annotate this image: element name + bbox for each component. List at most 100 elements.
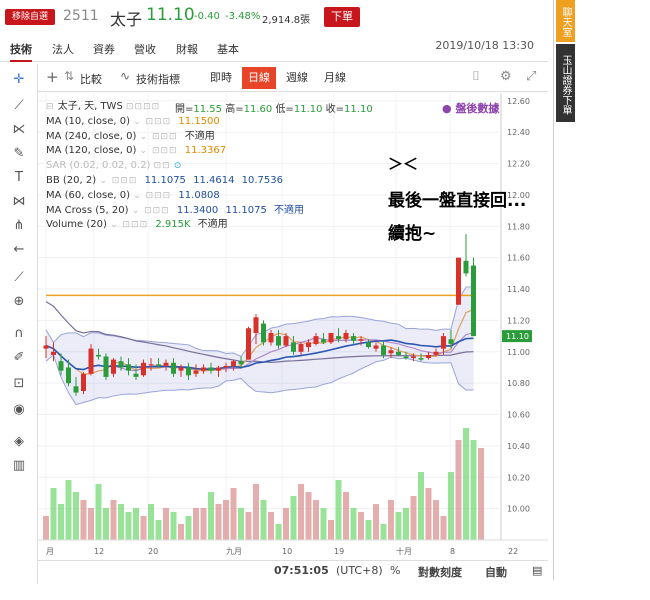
chart-menu-icon[interactable]: ▤ (532, 564, 543, 577)
indicators-button[interactable]: 技術指標 (136, 73, 180, 86)
legend-row-ma120[interactable]: MA (120, close, 0) ⌄ ⊡⊡⊡ 11.3367 (46, 144, 304, 159)
legend-controls-icon[interactable]: ⊡⊡⊡⊡ (125, 102, 161, 112)
candle-body (51, 351, 56, 355)
clock: 07:51:05 (274, 564, 329, 577)
x-tick-label: 月 (46, 547, 54, 556)
legend-name: MA (60, close, 0) (46, 189, 131, 201)
candle-body (441, 336, 446, 349)
x-tick-label: 22 (508, 547, 518, 556)
volume-bar (103, 508, 109, 540)
candle-body (186, 367, 191, 376)
legend-controls-icon[interactable]: ⌄ ⊡⊡⊡ (139, 146, 178, 157)
brush-icon[interactable]: ✎ (13, 146, 25, 161)
auto-scale-toggle[interactable]: 自動 (485, 566, 507, 579)
fork-icon[interactable]: ⋔ (13, 218, 25, 233)
candle-body (396, 351, 401, 355)
volume-bar (65, 480, 72, 540)
after-hours-label[interactable]: ● 盤後數據 (442, 102, 500, 115)
camera-icon[interactable]: ⌷ (472, 69, 480, 84)
order-button[interactable]: 下單 (324, 7, 360, 27)
volume-bar (320, 508, 327, 540)
legend-row-ma10[interactable]: MA (10, close, 0) ⌄ ⊡⊡⊡ 11.1500 (46, 115, 304, 130)
period-daily[interactable]: 日線 (242, 67, 276, 89)
lock-icon[interactable]: ⊡ (13, 376, 25, 391)
legend-row-ma60[interactable]: MA (60, close, 0) ⌄ ⊡⊡⊡ 11.0808 (46, 189, 304, 204)
back-arrow-icon[interactable]: ← (13, 242, 25, 257)
tab-basic[interactable]: 基本 (217, 43, 239, 56)
period-realtime[interactable]: 即時 (210, 71, 232, 84)
legend-row-sar[interactable]: SAR (0.02, 0.02, 0.2) ⊡⊡ ⊙ (46, 159, 304, 174)
text-tool-icon[interactable]: T (15, 170, 23, 185)
candle-body (133, 373, 139, 377)
y-tick-label: 12.20 (507, 160, 530, 169)
volume-bar (73, 492, 79, 540)
volume-bar (253, 484, 259, 540)
legend-row-bb[interactable]: BB (20, 2) ⌄ ⊡⊡⊡ 11.1075 11.4614 10.7536 (46, 174, 304, 189)
volume-bar (155, 520, 162, 540)
volume-bar (133, 508, 139, 540)
timezone[interactable]: (UTC+8) (336, 564, 383, 577)
legend-toggle-icon[interactable]: ⊟ (46, 102, 55, 112)
legend-value: 11.0808 (178, 189, 220, 201)
tab-financials[interactable]: 財報 (176, 43, 198, 56)
volume-bar (95, 484, 102, 540)
log-scale-toggle[interactable]: 對數刻度 (418, 566, 462, 579)
pattern-icon[interactable]: ⋈ (12, 194, 26, 209)
fib-icon[interactable]: ⋉ (12, 122, 26, 137)
tab-margin[interactable]: 資券 (93, 43, 115, 56)
candle-body (118, 361, 124, 368)
remove-watchlist-button[interactable]: 移除自選 (5, 9, 55, 25)
y-tick-label: 12.40 (507, 128, 530, 137)
eye-icon[interactable]: ◉ (13, 402, 25, 417)
pencil-lock-icon[interactable]: ✐ (13, 350, 25, 365)
compare-icon[interactable]: ⇅ (64, 69, 75, 83)
tab-technical[interactable]: 技術 (10, 41, 32, 62)
legend-row-macross[interactable]: MA Cross (5, 20) ⌄ ⊡⊡⊡ 11.3400 11.1075 不… (46, 204, 304, 219)
legend-controls-icon[interactable]: ⌄ ⊡⊡⊡ (131, 205, 170, 216)
candle-body (291, 342, 296, 352)
volume-bar (245, 512, 252, 540)
visibility-icon[interactable]: ⊙ (173, 161, 183, 172)
ohlc-low: 11.10 (293, 104, 323, 115)
volume-bar (470, 440, 477, 540)
layers-icon[interactable]: ◈ (14, 434, 24, 449)
trendline-icon[interactable]: ⟋ (14, 98, 24, 113)
period-weekly[interactable]: 週線 (286, 71, 308, 84)
trash-icon[interactable]: ▥ (12, 458, 26, 473)
tab-revenue[interactable]: 營收 (134, 43, 156, 56)
legend-controls-icon[interactable]: ⌄ ⊡⊡⊡ (133, 116, 172, 127)
legend-controls-icon[interactable]: ⌄ ⊡⊡⊡ (110, 220, 149, 231)
current-price-tag (502, 330, 532, 343)
add-symbol-icon[interactable]: + (46, 68, 59, 86)
fullscreen-icon[interactable]: ⤢ (526, 69, 537, 84)
crosshair-icon[interactable]: ✛ (13, 72, 25, 87)
legend-controls-icon[interactable]: ⊡⊡ (153, 161, 171, 172)
magnet-icon[interactable]: ∩ (14, 326, 24, 341)
candle-body (66, 367, 71, 384)
legend-value: 不適用 (184, 130, 215, 142)
zoom-in-icon[interactable]: ⊕ (13, 294, 25, 309)
tab-institutional[interactable]: 法人 (52, 43, 74, 56)
candle-body (351, 336, 356, 341)
volume-bar (125, 512, 132, 540)
legend-controls-icon[interactable]: ⌄ ⊡⊡⊡ (133, 190, 172, 201)
compare-button[interactable]: 比較 (80, 73, 102, 86)
period-monthly[interactable]: 月線 (324, 71, 346, 84)
price-chart[interactable]: 12.60 12.40 12.20 12.00 11.80 11.60 11.40 11.20… (38, 93, 548, 560)
candle-body (268, 332, 274, 343)
settings-icon[interactable]: ⚙ (500, 69, 512, 84)
legend-value: 不適用 (274, 204, 304, 216)
candle-body (366, 342, 371, 348)
legend-row-volume[interactable]: Volume (20) ⌄ ⊡⊡⊡ 2.915K 不適用 (46, 218, 304, 233)
legend-controls-icon[interactable]: ⌄ ⊡⊡⊡ (99, 175, 138, 186)
candle-body (388, 350, 394, 354)
y-tick-label: 10.20 (507, 473, 530, 482)
broker-order-button[interactable]: 玉山證券下單 (556, 44, 575, 122)
legend-controls-icon[interactable]: ⌄ ⊡⊡⊡ (139, 131, 178, 142)
legend-row-ma240[interactable]: MA (240, close, 0) ⌄ ⊡⊡⊡ 不適用 (46, 130, 304, 145)
ruler-icon[interactable]: ⟋ (14, 270, 24, 285)
indicator-icon[interactable]: ∿ (120, 69, 131, 83)
volume-bar (335, 480, 342, 540)
chatroom-button[interactable]: 聊天室 (556, 0, 575, 42)
percent-toggle[interactable]: % (390, 564, 401, 577)
